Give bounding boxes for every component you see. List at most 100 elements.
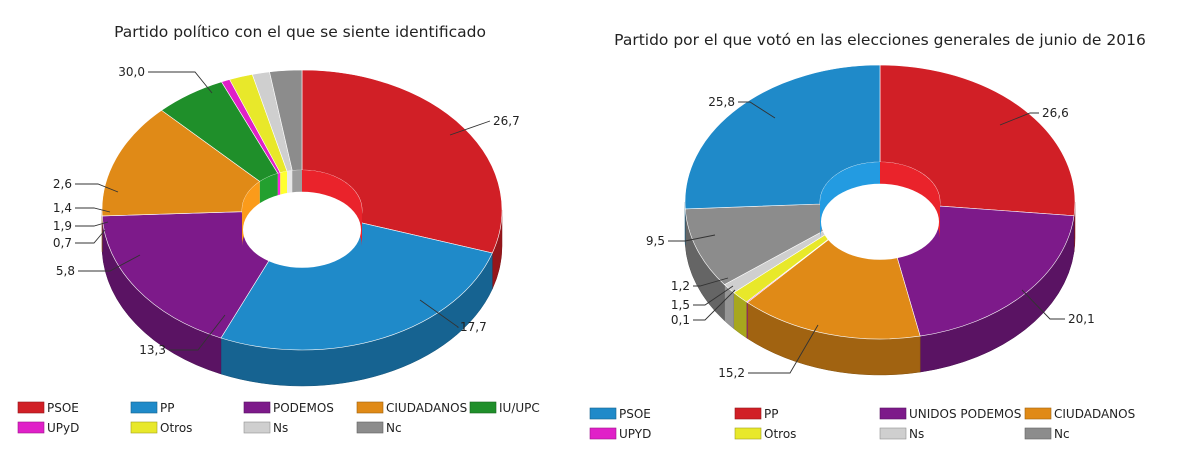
data-label-upyd: 0,1 bbox=[671, 313, 690, 327]
donut-depth bbox=[684, 201, 1076, 376]
legend-item-podemos: PODEMOS bbox=[243, 401, 334, 415]
legend-label: Ns bbox=[273, 421, 288, 435]
legend-label: Otros bbox=[764, 427, 796, 441]
legend-item-nc: Nc bbox=[356, 421, 402, 435]
legend-label: Otros bbox=[160, 421, 192, 435]
legend-swatch bbox=[356, 421, 384, 434]
legend-item-psoe: PSOE bbox=[589, 407, 651, 421]
data-label-otros: 1,9 bbox=[53, 219, 72, 233]
legend-swatch bbox=[879, 427, 907, 440]
legend-item-upyd: UPyD bbox=[17, 421, 79, 435]
legend-label: UPYD bbox=[619, 427, 651, 441]
legend-swatch bbox=[130, 401, 158, 414]
legend-swatch bbox=[17, 421, 45, 434]
legend-label: Nc bbox=[386, 421, 402, 435]
legend-item-ns: Ns bbox=[879, 427, 924, 441]
donut-hole-floor bbox=[243, 191, 361, 268]
leader-line bbox=[169, 314, 226, 351]
legend-label: Ns bbox=[909, 427, 924, 441]
data-label-nc: 2,6 bbox=[53, 177, 72, 191]
leader-line bbox=[75, 229, 106, 244]
data-label-iu-upc: 5,8 bbox=[56, 264, 75, 278]
legend-swatch bbox=[879, 407, 907, 420]
donut-hole bbox=[242, 170, 362, 268]
legend-item-upyd: UPYD bbox=[589, 427, 651, 441]
data-label-nc: 9,5 bbox=[646, 234, 665, 248]
legend-swatch bbox=[356, 401, 384, 414]
legend-label: IU/UPC bbox=[499, 401, 540, 415]
leader-line bbox=[738, 101, 776, 119]
legend-item-otros: Otros bbox=[130, 421, 192, 435]
legend-swatch bbox=[243, 401, 271, 414]
leader-line bbox=[693, 285, 734, 306]
data-label-ns: 1,4 bbox=[53, 201, 72, 215]
leader-line bbox=[449, 120, 491, 136]
legend-swatch bbox=[734, 407, 762, 420]
legend-swatch bbox=[243, 421, 271, 434]
legend-item-pp: PP bbox=[130, 401, 174, 415]
legend: PSOE PP PODEMOS CIUDADANOS IU/UPC UPyD Otros Ns… bbox=[17, 401, 540, 435]
legend-swatch bbox=[734, 427, 762, 440]
legend-label: UPyD bbox=[47, 421, 79, 435]
legend-swatch bbox=[130, 421, 158, 434]
legend-label: PP bbox=[764, 407, 778, 421]
legend-item-otros: Otros bbox=[734, 427, 796, 441]
data-labels: 26,6 20,1 15,2 0,11,5 1,2 9,5 25,8 bbox=[646, 95, 1095, 380]
legend-item-nc: Nc bbox=[1024, 427, 1070, 441]
data-label-upyd: 0,7 bbox=[53, 236, 72, 250]
legend-label: PP bbox=[160, 401, 174, 415]
leader-line bbox=[668, 234, 716, 242]
legend: PSOE PP UNIDOS PODEMOS CIUDADANOS UPYD Otros N… bbox=[589, 407, 1135, 441]
leader-line bbox=[748, 324, 819, 374]
data-label-pp: 26,7 bbox=[493, 114, 520, 128]
legend-swatch bbox=[1024, 427, 1052, 440]
legend-label: CIUDADANOS bbox=[386, 401, 467, 415]
data-label-ns: 1,2 bbox=[671, 279, 690, 293]
legend-swatch bbox=[589, 407, 617, 420]
data-label-ciudadanos: 13,3 bbox=[139, 343, 166, 357]
leader-line bbox=[999, 112, 1039, 126]
data-label-otros: 1,5 bbox=[671, 298, 690, 312]
chart-voto-2016: Partido por el que votó en las eleccione… bbox=[589, 31, 1146, 441]
legend-label: PSOE bbox=[47, 401, 79, 415]
leader-line bbox=[419, 299, 460, 328]
data-label-psoe: 30,0 bbox=[118, 65, 145, 79]
leader-line bbox=[693, 277, 729, 287]
donut-hole bbox=[820, 162, 940, 260]
data-label-pp: 26,6 bbox=[1042, 106, 1069, 120]
legend-item-iu-upc: IU/UPC bbox=[469, 401, 540, 415]
legend-swatch bbox=[1024, 407, 1052, 420]
legend-label: UNIDOS PODEMOS bbox=[909, 407, 1021, 421]
data-label-podemos: 17,7 bbox=[460, 320, 487, 334]
data-label-ciudadanos: 15,2 bbox=[718, 366, 745, 380]
legend-swatch bbox=[469, 401, 497, 414]
legend-item-psoe: PSOE bbox=[17, 401, 79, 415]
leader-line bbox=[148, 71, 213, 94]
data-label-psoe: 25,8 bbox=[708, 95, 735, 109]
leader-line bbox=[78, 254, 141, 272]
donut-hole-floor bbox=[821, 183, 939, 260]
legend-item-ciudadanos: CIUDADANOS bbox=[1024, 407, 1135, 421]
legend-item-unidos-podemos: UNIDOS PODEMOS bbox=[879, 407, 1021, 421]
legend-swatch bbox=[17, 401, 45, 414]
legend-swatch bbox=[589, 427, 617, 440]
leader-line bbox=[75, 221, 109, 227]
legend-item-ciudadanos: CIUDADANOS bbox=[356, 401, 467, 415]
leader-line bbox=[1021, 289, 1065, 320]
leader-line bbox=[75, 207, 111, 213]
data-label-unidos-podemos: 20,1 bbox=[1068, 312, 1095, 326]
legend-label: CIUDADANOS bbox=[1054, 407, 1135, 421]
chart-title: Partido por el que votó en las eleccione… bbox=[614, 31, 1146, 49]
data-labels: 30,0 26,7 17,7 13,3 5,8 0,7 1,9 1,4 2,6 bbox=[53, 65, 520, 357]
legend-label: PSOE bbox=[619, 407, 651, 421]
donut-top bbox=[684, 64, 1076, 340]
legend-label: PODEMOS bbox=[273, 401, 334, 415]
chart-title: Partido político con el que se siente id… bbox=[114, 23, 486, 41]
legend-item-pp: PP bbox=[734, 407, 778, 421]
leader-line bbox=[75, 183, 119, 193]
legend-item-ns: Ns bbox=[243, 421, 288, 435]
leader-line bbox=[693, 289, 736, 321]
chart-identificado: Partido político con el que se siente id… bbox=[17, 23, 540, 435]
legend-label: Nc bbox=[1054, 427, 1070, 441]
